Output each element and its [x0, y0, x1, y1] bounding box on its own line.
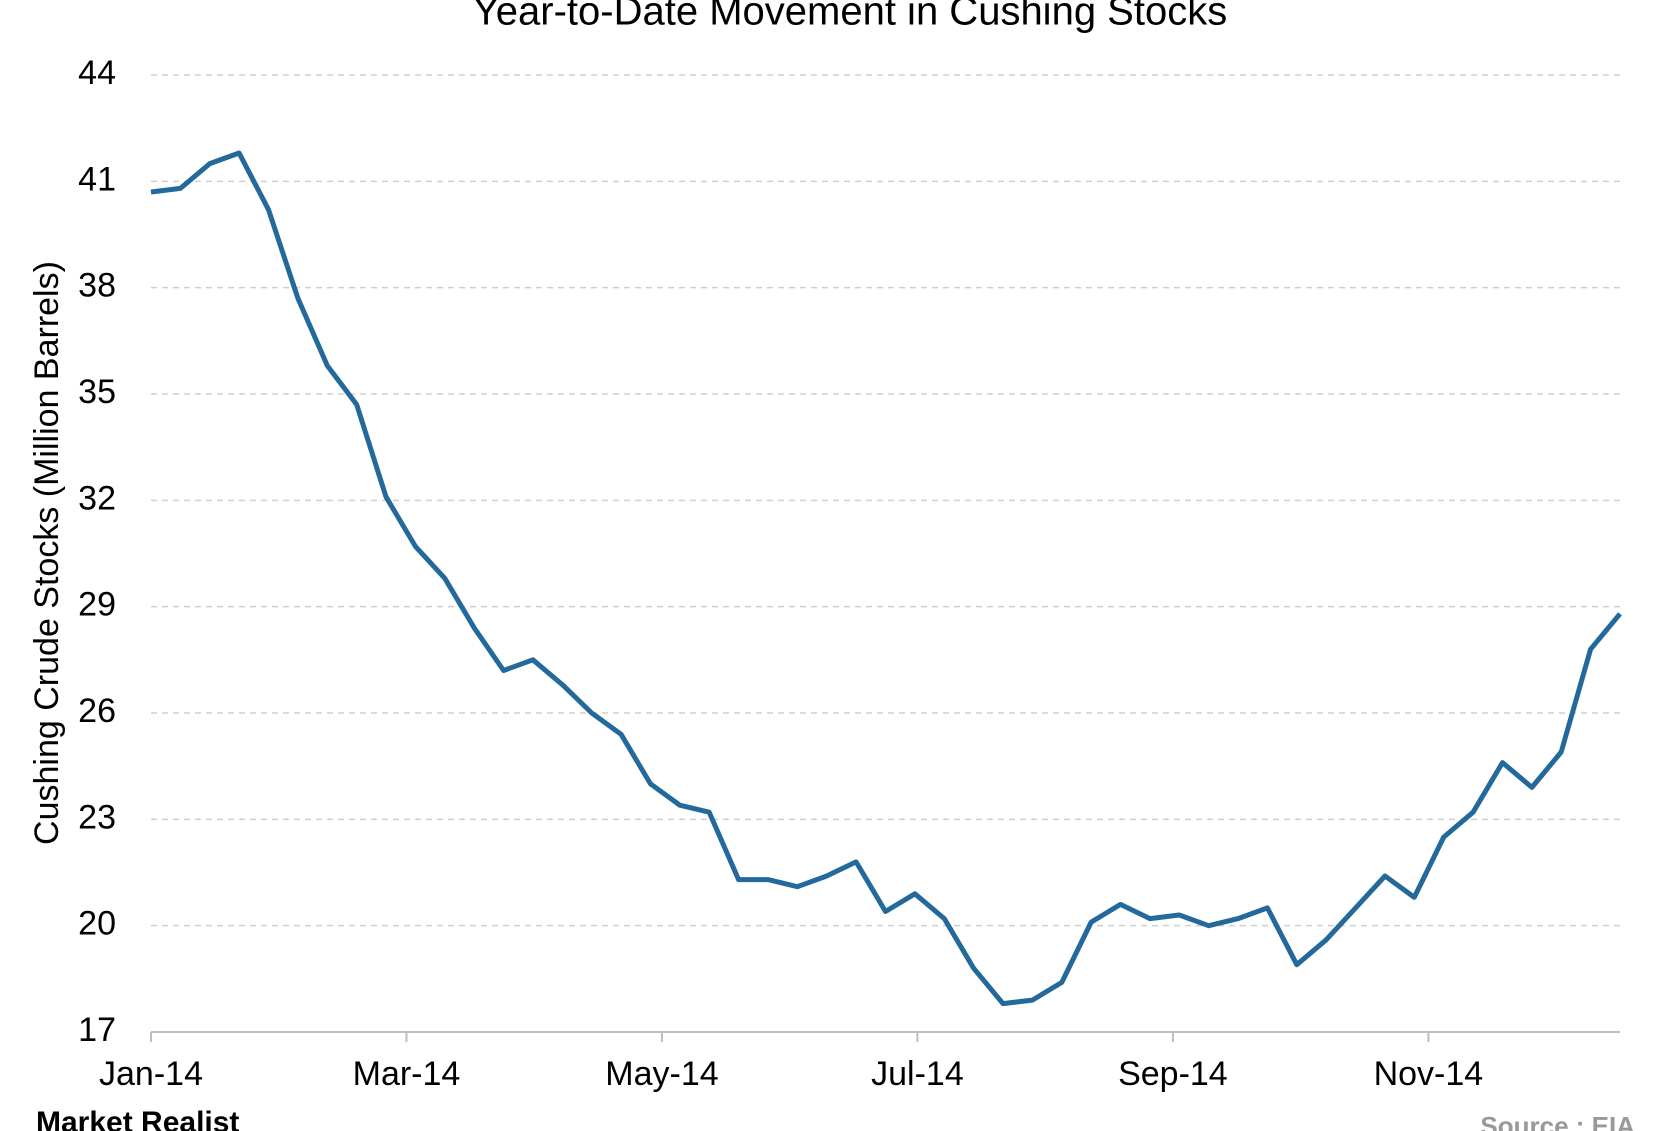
data-line [150, 150, 1622, 1007]
y-tick-label: 17 [78, 1011, 116, 1049]
y-tick-label: 44 [78, 54, 116, 92]
x-tick-label: Jul-14 [871, 1055, 964, 1093]
brand: Market Realist [36, 1106, 239, 1131]
y-tick-label: 38 [78, 267, 116, 305]
x-tick-label: Sep-14 [1118, 1055, 1228, 1093]
source-note: Source : EIA [1480, 1111, 1635, 1131]
chart-title: Year-to-Date Movement in Cushing Stocks [473, 0, 1227, 34]
x-tick-label: Jan-14 [99, 1055, 203, 1093]
y-tick-label: 29 [78, 586, 116, 624]
y-tick-label: 26 [78, 692, 116, 730]
y-tick-label: 23 [78, 798, 116, 836]
y-tick-label: 20 [78, 905, 116, 943]
x-tick-label: Nov-14 [1374, 1055, 1484, 1093]
x-tick-label: Mar-14 [353, 1055, 461, 1093]
y-axis-label: Cushing Crude Stocks (Million Barrels) [28, 261, 66, 845]
y-tick-label: 35 [78, 373, 116, 411]
y-tick-label: 41 [78, 160, 116, 198]
x-tick-label: May-14 [605, 1055, 718, 1093]
y-tick-label: 32 [78, 479, 116, 517]
